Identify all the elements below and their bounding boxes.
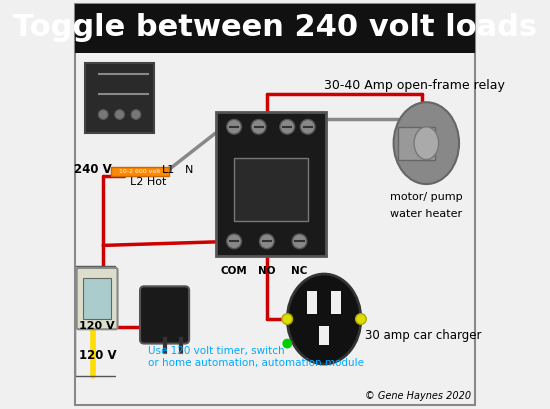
Circle shape bbox=[280, 119, 295, 134]
Text: L1: L1 bbox=[162, 165, 175, 175]
FancyBboxPatch shape bbox=[85, 63, 155, 133]
Text: 120 V: 120 V bbox=[79, 321, 115, 331]
FancyBboxPatch shape bbox=[234, 158, 307, 221]
FancyBboxPatch shape bbox=[307, 291, 317, 314]
FancyBboxPatch shape bbox=[216, 112, 326, 256]
FancyBboxPatch shape bbox=[140, 286, 189, 344]
Text: 10-2 600 volt: 10-2 600 volt bbox=[119, 169, 161, 174]
Ellipse shape bbox=[414, 127, 438, 160]
Circle shape bbox=[98, 110, 108, 119]
Text: 30-40 Amp open-frame relay: 30-40 Amp open-frame relay bbox=[324, 79, 505, 92]
Text: COM: COM bbox=[221, 266, 248, 276]
Text: water heater: water heater bbox=[390, 209, 463, 218]
Circle shape bbox=[282, 339, 292, 348]
Circle shape bbox=[292, 234, 307, 249]
Text: Toggle between 240 volt loads: Toggle between 240 volt loads bbox=[13, 13, 537, 42]
Text: N: N bbox=[185, 165, 193, 175]
FancyBboxPatch shape bbox=[82, 278, 112, 319]
Circle shape bbox=[300, 119, 315, 134]
Text: 30 amp car charger: 30 amp car charger bbox=[365, 329, 481, 342]
Ellipse shape bbox=[287, 274, 361, 364]
Circle shape bbox=[131, 110, 141, 119]
Circle shape bbox=[227, 119, 241, 134]
Text: © Gene Haynes 2020: © Gene Haynes 2020 bbox=[365, 391, 471, 401]
Circle shape bbox=[260, 234, 274, 249]
Text: NO: NO bbox=[258, 266, 276, 276]
Text: Use 120 volt timer, switch: Use 120 volt timer, switch bbox=[148, 346, 285, 355]
Text: L2 Hot: L2 Hot bbox=[130, 177, 167, 187]
Text: 240 V: 240 V bbox=[74, 163, 112, 176]
Circle shape bbox=[251, 119, 266, 134]
FancyBboxPatch shape bbox=[398, 127, 434, 160]
Text: 120 V: 120 V bbox=[79, 349, 116, 362]
Text: motor/ pump: motor/ pump bbox=[390, 192, 463, 202]
FancyBboxPatch shape bbox=[75, 4, 475, 53]
FancyBboxPatch shape bbox=[112, 167, 169, 176]
FancyBboxPatch shape bbox=[331, 291, 342, 314]
FancyBboxPatch shape bbox=[319, 326, 329, 344]
FancyBboxPatch shape bbox=[76, 268, 118, 329]
Text: NC: NC bbox=[292, 266, 308, 276]
Ellipse shape bbox=[394, 102, 459, 184]
Circle shape bbox=[227, 234, 241, 249]
Text: or home automation, automation module: or home automation, automation module bbox=[148, 358, 364, 368]
Circle shape bbox=[114, 110, 124, 119]
Circle shape bbox=[355, 314, 366, 324]
Circle shape bbox=[282, 314, 293, 324]
